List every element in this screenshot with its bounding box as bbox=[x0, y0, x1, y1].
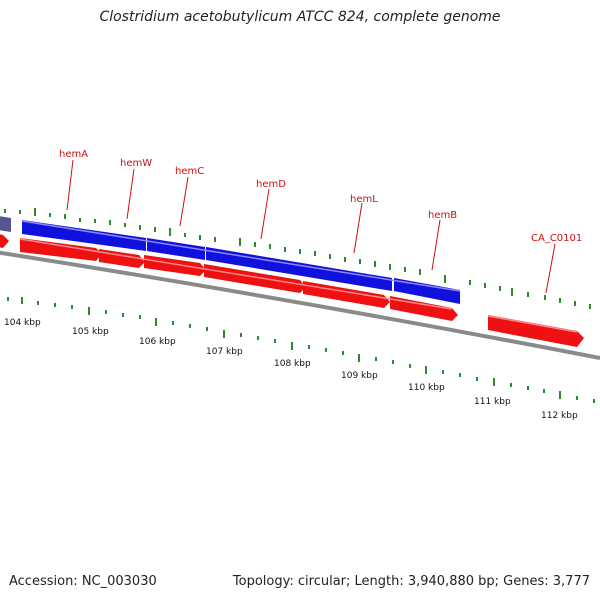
gc-ticks-outer bbox=[4, 208, 591, 309]
genome-summary-text: Topology: circular; Length: 3,940,880 bp… bbox=[232, 574, 590, 589]
gene-label-hemW[interactable]: hemW bbox=[120, 158, 152, 169]
partial-forward-gene bbox=[0, 216, 11, 232]
reverse-band-highlight bbox=[487, 315, 578, 333]
reverse-band-highlight bbox=[19, 238, 453, 310]
scale-label: 106 kbp bbox=[139, 337, 176, 347]
forward-gene-hemA[interactable] bbox=[22, 220, 146, 251]
reverse-gene-band[interactable] bbox=[19, 238, 584, 347]
genome-backbone bbox=[0, 250, 600, 360]
gene-label-hemC[interactable]: hemC bbox=[175, 166, 204, 177]
gc-ticks-inner bbox=[7, 297, 595, 403]
reverse-gene[interactable] bbox=[204, 264, 306, 293]
forward-gene-hemB[interactable] bbox=[394, 278, 460, 304]
scale-label: 112 kbp bbox=[541, 411, 578, 421]
forward-band-highlight bbox=[21, 220, 461, 292]
reverse-gene[interactable] bbox=[20, 238, 102, 261]
gene-label-hemB[interactable]: hemB bbox=[428, 210, 457, 221]
reverse-gene[interactable] bbox=[144, 255, 206, 276]
gene-label-hemL[interactable]: hemL bbox=[350, 194, 378, 205]
scale-label: 104 kbp bbox=[4, 318, 41, 328]
gene-label-hemD[interactable]: hemD bbox=[256, 179, 286, 190]
gene-label-hemA[interactable]: hemA bbox=[59, 149, 88, 160]
scale-label: 111 kbp bbox=[474, 397, 511, 407]
scale-label: 107 kbp bbox=[206, 347, 243, 357]
scale-label: 110 kbp bbox=[408, 383, 445, 393]
map-title: Clostridium acetobutylicum ATCC 824, com… bbox=[99, 9, 501, 25]
forward-gene-band[interactable] bbox=[21, 220, 461, 304]
accession-text: Accession: NC_003030 bbox=[9, 574, 157, 589]
gene-label-CA_C0101[interactable]: CA_C0101 bbox=[531, 233, 582, 244]
scale-label: 108 kbp bbox=[274, 359, 311, 369]
gene-leader-lines bbox=[66, 159, 556, 294]
partial-reverse-gene bbox=[0, 234, 9, 248]
scale-label: 105 kbp bbox=[72, 327, 109, 337]
reverse-gene-CA_C0101[interactable] bbox=[488, 315, 584, 347]
scale-label: 109 kbp bbox=[341, 371, 378, 381]
